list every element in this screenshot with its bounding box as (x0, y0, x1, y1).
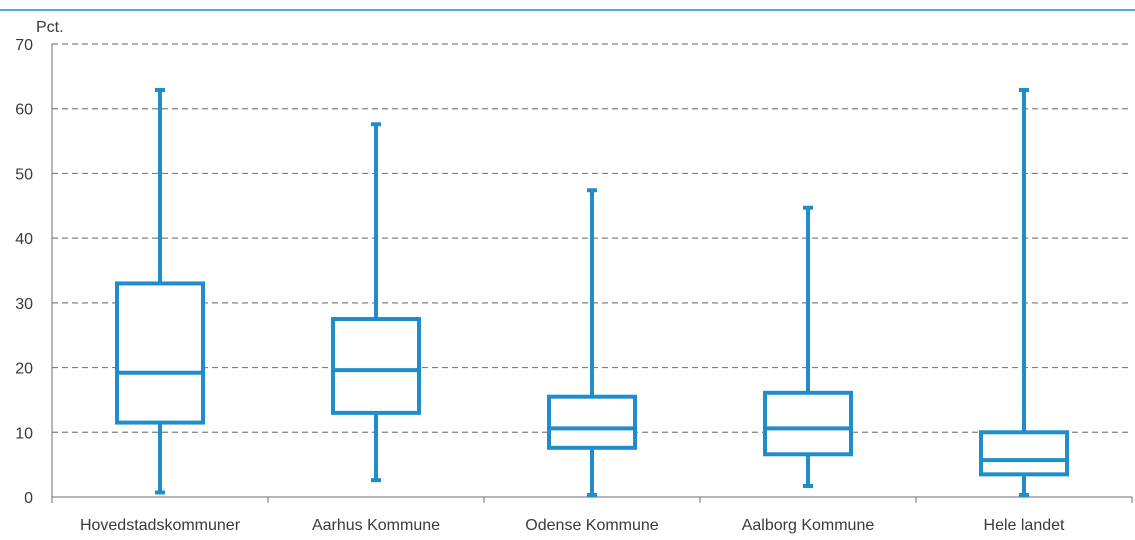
y-unit-label: Pct. (36, 19, 64, 36)
y-tick-label-10: 10 (15, 425, 33, 442)
box-2 (547, 188, 637, 498)
category-label-4: Hele landet (984, 517, 1066, 534)
y-tick-label-30: 30 (15, 296, 33, 313)
y-tick-label-20: 20 (15, 361, 33, 378)
box-1 (331, 122, 421, 483)
category-label-3: Aalborg Kommune (742, 517, 875, 534)
iqr-box-4 (979, 430, 1069, 477)
iqr-box-1 (331, 317, 421, 415)
box-layer (115, 87, 1069, 498)
y-tick-label-60: 60 (15, 102, 33, 119)
iqr-box-3 (763, 390, 853, 457)
box-0 (115, 87, 205, 495)
y-tick-label-70: 70 (15, 37, 33, 54)
y-tick-label-0: 0 (24, 490, 33, 507)
box-4 (979, 87, 1069, 498)
category-label-1: Aarhus Kommune (312, 517, 440, 534)
y-tick-label-50: 50 (15, 166, 33, 183)
y-tick-label-40: 40 (15, 231, 33, 248)
label-layer: 0 10 20 30 40 50 60 70 Hovedstadskommuner Aarhus … (15, 37, 1065, 534)
category-label-0: Hovedstadskommuner (80, 517, 241, 534)
category-label-2: Odense Kommune (525, 517, 659, 534)
box-3 (763, 205, 853, 488)
iqr-box-2 (547, 394, 637, 450)
iqr-box-0 (115, 281, 205, 425)
